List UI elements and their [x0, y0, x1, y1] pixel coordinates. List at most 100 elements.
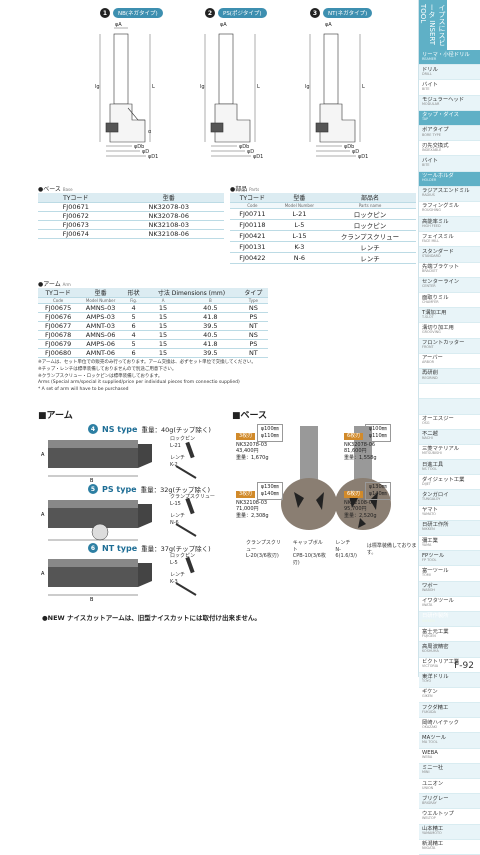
sidebar-item-label: センターライン	[422, 279, 460, 286]
sidebar-item-label: 富士元工業	[422, 628, 449, 635]
sidebar-item[interactable]: モジュラーヘッド MODULAR	[419, 95, 480, 111]
table-cell: 39.5	[181, 321, 239, 331]
box-model: NK32078-06	[344, 441, 376, 448]
box-d1: φ100㎜	[368, 426, 387, 432]
sidebar-item-sub: FUJIGEN	[422, 633, 436, 638]
sidebar-item-sub: MINI	[422, 770, 430, 775]
sidebar-item[interactable]: ツールホルダ HOLDER	[419, 171, 480, 187]
sidebar-item-label: タンガロイ	[422, 491, 449, 498]
box-weight: 重量：2,308g	[236, 513, 269, 519]
sidebar-item-label: 先端ブラケット	[422, 264, 460, 271]
sidebar-item[interactable]: ラフィングミル ROUGHING	[419, 202, 480, 218]
dim-phi-db: φDb	[344, 144, 354, 150]
type-name: PS type	[102, 484, 137, 494]
sidebar-item[interactable]: ワボー WABOH	[419, 581, 480, 597]
sidebar-item[interactable]: 日進工具 NS TOOL	[419, 460, 480, 476]
dim-b: B	[90, 597, 94, 603]
table-row: FJ00680 AMNT-06 6 15 39.5 NT	[38, 348, 268, 358]
table-cell: AMPS-03	[78, 312, 123, 322]
sidebar-item[interactable]: ウエルトップ WELTOP	[419, 809, 480, 825]
sidebar-item[interactable]: アーバー ARBOR	[419, 354, 480, 369]
note-line: ※アームは、セット単位での販売のみ行っております。アーム交換は、必ずセット単位で…	[38, 360, 256, 365]
table-row: FJ00422 N-6 レンチ	[230, 252, 416, 264]
sidebar-item[interactable]: バイト BITE	[419, 156, 480, 172]
base-part-name: キャップボルト	[292, 540, 323, 553]
sidebar-item[interactable]: 日研工作所 NIKKEN	[419, 520, 480, 536]
nt-type-label: 6 NT type 重量：37g(チップ除く)	[88, 543, 211, 553]
sidebar-item[interactable]: 岡崎ハイテック OKAZAKI	[419, 718, 480, 734]
sidebar-item-sub: YAMA	[422, 542, 432, 547]
sidebar-item[interactable]	[419, 384, 480, 400]
sidebar-item[interactable]: ミニ一社 MINI	[419, 763, 480, 779]
sidebar-item[interactable]: 先端ブラケット BRACKET	[419, 263, 480, 278]
sidebar-item[interactable]: 三菱マテリアル MITSUBISHI	[419, 445, 480, 461]
sidebar-item[interactable]: 面取りミル CHAMFER	[419, 293, 480, 309]
box-diameters: φ100㎜ φ110㎜	[256, 424, 283, 442]
sidebar-item[interactable]: ビクトリア工業 VICTORIA	[419, 658, 480, 673]
sidebar-item[interactable]: 東洋ドリル TOYO	[419, 672, 480, 688]
sidebar-item[interactable]: 高能率ミル HIGH FEED	[419, 217, 480, 233]
sidebar-item[interactable]: ドリル DRILL	[419, 65, 480, 81]
sidebar-item[interactable]: 刃先交換式 INDEXABLE	[419, 141, 480, 157]
sidebar-item[interactable]: オーエスジー OSG	[419, 415, 480, 430]
dim-phi-d1: φD1	[358, 154, 368, 160]
sidebar-item[interactable]: 溝切り加工用 GROOVING	[419, 323, 480, 339]
sidebar-item[interactable]: 山本精工 YAMAMOTO	[419, 824, 480, 840]
sidebar-item[interactable]: MAツール MA TOOL	[419, 733, 480, 749]
sidebar-item[interactable]: ユニオン UNION	[419, 779, 480, 795]
sidebar-item[interactable]: 富士元工業 FUJIGEN	[419, 627, 480, 643]
sidebar-item[interactable]: センターライン CENTER	[419, 277, 480, 293]
sidebar-item-label: ドリル	[422, 66, 438, 73]
part-code: N-6	[170, 519, 179, 526]
box-d2: φ140㎜	[260, 490, 279, 497]
parts-table: TYコード 型番 部品名 Code Model Number Parts name FJ…	[230, 193, 416, 264]
sidebar-item[interactable]: ブリグレー BRIGRAY	[419, 794, 480, 810]
sidebar-item[interactable]	[419, 399, 480, 415]
table-cell: レンチ	[324, 241, 416, 253]
sidebar-item[interactable]: フェイスミル FACE MILL	[419, 232, 480, 248]
sidebar-item[interactable]: スタンダード STANDARD	[419, 247, 480, 263]
sidebar-item[interactable]: フクダ精工 FUKUDA	[419, 703, 480, 719]
sidebar-item[interactable]: タンガロイ TUNGALOY	[419, 490, 480, 506]
sidebar-item[interactable]: バイト BITE	[419, 80, 480, 96]
sidebar-item-label: 刃先交換式	[422, 142, 449, 149]
sidebar-item[interactable]: 再研削 REGRIND	[419, 368, 480, 385]
sidebar-item[interactable]: 高周波精密 KOSHUHA	[419, 642, 480, 658]
sidebar-item[interactable]: タップ・ダイス TAP	[419, 110, 480, 126]
sidebar-item[interactable]: T溝加工用 T-SLOT	[419, 308, 480, 324]
dim-phi-d: φD	[142, 149, 149, 155]
sidebar-item-label: 富一ツール	[422, 567, 449, 574]
sidebar-item-sub: UNION	[422, 785, 434, 790]
table-cell: FJ00421	[230, 230, 275, 242]
sidebar-item-label: ラフィングミル	[422, 203, 459, 210]
sidebar-item[interactable]: フロントカッター FRONT	[419, 338, 480, 354]
sidebar-item[interactable]: リーマ・小径ドリル REAMER	[419, 50, 480, 66]
sidebar-item[interactable]: ヤマト YAMATO	[419, 506, 480, 521]
sidebar-item[interactable]: ダイジェット工業 DIJET	[419, 475, 480, 491]
nt-arm-illustration: B A	[41, 556, 197, 603]
category-sidebar: イプスにスビータ INSERT TOOL リーマ・小径ドリル REAMER ドリル D…	[418, 0, 480, 855]
sidebar-item[interactable]: 新潟精工 NIIGATA	[419, 840, 480, 855]
box-diameters: φ130㎜ φ140㎜	[364, 482, 391, 500]
table-cell: レンチ	[324, 252, 416, 264]
table-cell: 15	[144, 312, 182, 322]
sidebar-item[interactable]: 不二越 NACHI	[419, 429, 480, 445]
sidebar-item[interactable]: 富一ツール TOMI	[419, 566, 480, 582]
sidebar-item-label: 面取りミル	[422, 294, 449, 301]
sidebar-item[interactable]: 彌工業 YAMA	[419, 536, 480, 552]
dim-l: L	[152, 84, 155, 90]
sidebar-item[interactable]: 日研作製所 NIKKEN	[419, 611, 480, 628]
arm-table: TYコード 型番 形状 寸法 Dimensions (mm) タイプ Code Model…	[38, 288, 268, 358]
table-cell: 15	[144, 321, 182, 331]
sidebar-item[interactable]: ギケン GIKEN	[419, 688, 480, 704]
sidebar-item[interactable]: イワタツール IWATA	[419, 597, 480, 612]
box-weight: 重量：1,670g	[236, 455, 269, 461]
sidebar-item[interactable]: WEBA WEBA	[419, 749, 480, 764]
sidebar-item[interactable]: FPツール FP TOOL	[419, 551, 480, 567]
table-cell: FJ00676	[38, 312, 79, 322]
sidebar-item[interactable]: ボアタイプ BORE TYPE	[419, 125, 480, 142]
table-cell: FJ00680	[38, 348, 79, 358]
sidebar-item-sub: FP TOOL	[422, 557, 437, 562]
sidebar-item[interactable]: ラジアスエンドミル RADIUS	[419, 186, 480, 202]
sidebar-item-label: バイト	[422, 81, 438, 88]
